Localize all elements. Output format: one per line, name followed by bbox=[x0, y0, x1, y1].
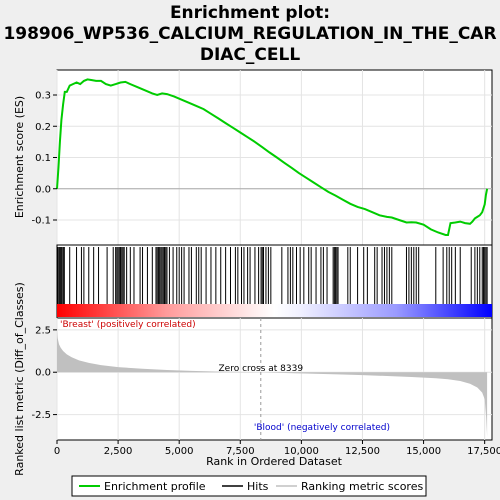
legend-box bbox=[71, 475, 427, 497]
x-tick-label: 17,500 bbox=[467, 446, 500, 457]
x-tick-label: 5,000 bbox=[165, 446, 194, 457]
hit-lines bbox=[57, 247, 488, 304]
positive-class-label: 'Breast' (positively correlated) bbox=[60, 320, 196, 330]
metric-y-ticks: -2.5 0.0 2.5 bbox=[31, 325, 57, 421]
metric-y-tick-label: -2.5 bbox=[31, 410, 51, 421]
x-axis-label: Rank in Ordered Dataset bbox=[206, 455, 343, 468]
enrichment-profile-line bbox=[56, 78, 489, 236]
es-y-axis-label: Enrichment score (ES) bbox=[13, 96, 26, 218]
metric-panel bbox=[56, 317, 493, 441]
es-y-tick-label: 0.0 bbox=[35, 184, 51, 195]
x-tick-label: 2,500 bbox=[104, 446, 133, 457]
zero-cross-label: Zero cross at 8339 bbox=[219, 364, 304, 374]
chart-title-line2: 198906_WP536_CALCIUM_REGULATION_IN_THE_C… bbox=[3, 24, 496, 44]
metric-y-tick-label: 2.5 bbox=[35, 325, 51, 336]
chart-title-line3: DIAC_CELL bbox=[200, 45, 300, 65]
x-tick-label: 10,000 bbox=[284, 446, 319, 457]
metric-y-tick-label: 0.0 bbox=[35, 368, 51, 379]
es-y-ticks: -0.1 0.0 0.1 0.2 0.3 bbox=[31, 91, 57, 227]
es-y-tick-label: 0.3 bbox=[35, 91, 51, 102]
rank-heatmap-bar bbox=[57, 304, 492, 317]
metric-y-axis-label: Ranked list metric (Diff_of_Classes) bbox=[13, 282, 26, 476]
x-tick-label: 12,500 bbox=[345, 446, 380, 457]
legend-enrichment-label: Enrichment profile bbox=[104, 480, 206, 493]
x-tick-label: 0 bbox=[54, 446, 60, 457]
x-tick-label: 15,000 bbox=[406, 446, 441, 457]
legend-hits-label: Hits bbox=[247, 480, 269, 493]
x-tick-label: 7,500 bbox=[226, 446, 255, 457]
es-y-tick-label: 0.1 bbox=[35, 153, 51, 164]
x-ticks: 0 2,500 5,000 7,500 10,000 12,500 15,000 17,500 bbox=[54, 440, 500, 457]
legend-metric-label: Ranking metric scores bbox=[301, 480, 423, 493]
es-y-tick-label: 0.2 bbox=[35, 122, 51, 133]
negative-class-label: 'Blood' (negatively correlated) bbox=[254, 423, 390, 433]
chart-title-line1: Enrichment plot: bbox=[170, 3, 330, 23]
es-y-tick-label: -0.1 bbox=[31, 216, 51, 227]
